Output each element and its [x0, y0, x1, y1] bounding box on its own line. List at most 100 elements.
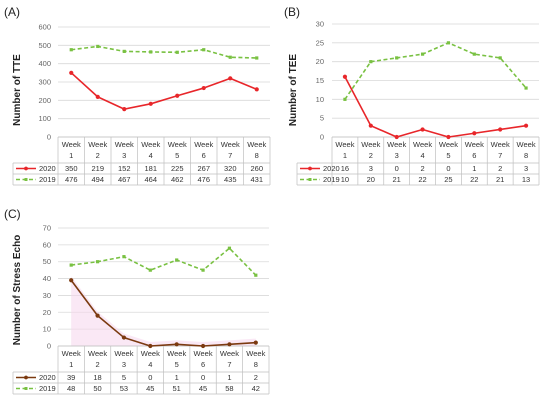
data-point: [122, 49, 126, 53]
legend-label: 2019: [39, 175, 56, 184]
table-cell-value: 50: [93, 384, 101, 393]
data-point: [227, 342, 232, 347]
table-cell-value: 3: [369, 164, 373, 173]
data-point: [254, 87, 259, 92]
legend-label: 2020: [39, 164, 56, 173]
data-point: [121, 335, 127, 340]
data-point: [253, 340, 258, 345]
data-point: [498, 127, 503, 132]
panel-label: (B): [284, 5, 300, 19]
y-tick-label: 20: [316, 57, 324, 66]
table-cell-value: 1: [175, 373, 179, 382]
data-point: [174, 342, 179, 347]
table-cell-value: 350: [65, 164, 78, 173]
table-cell-value: 58: [225, 384, 233, 393]
data-point: [395, 56, 399, 60]
legend-marker: [24, 387, 28, 390]
y-axis-label: Number of TEE: [288, 54, 299, 127]
data-point: [255, 56, 259, 60]
y-tick-label: 70: [43, 224, 51, 233]
series-line-2019: [344, 42, 527, 100]
table-cell-value: 320: [224, 164, 237, 173]
x-category-label: Week 8: [517, 140, 536, 160]
data-point: [369, 60, 373, 64]
table-cell-value: 267: [197, 164, 210, 173]
data-point: [148, 343, 153, 349]
x-category-label: Week 4: [141, 349, 160, 369]
data-point: [148, 101, 153, 106]
table-cell-value: 20: [367, 175, 375, 184]
x-category-label: Week 3: [115, 140, 134, 160]
table-cell-value: 2: [420, 164, 424, 173]
x-category-label: Week 2: [361, 140, 380, 160]
legend-marker: [24, 178, 28, 181]
legend-label: 2020: [323, 164, 340, 173]
x-category-label: Week 6: [465, 140, 484, 160]
data-point: [228, 76, 233, 81]
panel-label: (C): [4, 207, 21, 221]
y-tick-label: 50: [43, 257, 51, 266]
table-cell-value: 53: [120, 384, 128, 393]
table-cell-value: 431: [250, 175, 263, 184]
data-table: Week 1 Week 2 Week 3 Week 4 Week 5 Week 6 Week 7 Week 8…: [296, 136, 540, 186]
data-point: [200, 343, 206, 349]
legend-label: 2019: [39, 384, 56, 393]
y-tick-label: 200: [38, 96, 51, 105]
table-cell-value: 18: [93, 373, 101, 382]
y-tick-label: 60: [43, 240, 51, 249]
data-point: [201, 85, 206, 91]
data-point: [343, 97, 347, 101]
x-category-label: Week 5: [167, 349, 186, 369]
table-cell-value: 25: [444, 175, 452, 184]
table-cell-value: 1: [472, 164, 476, 173]
data-point: [446, 134, 451, 140]
table-cell-value: 51: [173, 384, 181, 393]
table-cell-value: 48: [67, 384, 75, 393]
data-point: [342, 74, 348, 79]
data-point: [227, 246, 232, 250]
data-table: Week 1 Week 2 Week 3 Week 4 Week 5 Week 6 Week 7 Week 8…: [12, 136, 271, 186]
table-cell-value: 5: [122, 373, 126, 382]
x-category-label: Week 6: [194, 140, 213, 160]
series-line-2020: [70, 279, 256, 347]
table-cell-value: 219: [91, 164, 104, 173]
table-cell-value: 225: [171, 164, 184, 173]
data-point: [254, 273, 258, 277]
panel-label: (A): [4, 5, 20, 19]
series-line-2020: [70, 72, 258, 110]
x-category-label: Week 8: [247, 140, 266, 160]
x-category-label: Week 4: [413, 140, 432, 160]
y-tick-label: 25: [316, 38, 324, 47]
legend-marker: [308, 166, 312, 171]
data-point: [69, 278, 74, 283]
data-point: [420, 52, 425, 56]
data-point: [148, 268, 152, 272]
table-cell-value: 0: [395, 164, 399, 173]
data-point: [96, 44, 100, 49]
table-cell-value: 462: [171, 175, 184, 184]
data-point: [95, 313, 100, 318]
table-cell-value: 181: [144, 164, 157, 173]
table-cell-value: 13: [522, 175, 530, 184]
data-point: [175, 50, 179, 54]
table-cell-value: 45: [199, 384, 207, 393]
data-point: [175, 93, 180, 98]
x-category-label: Week 2: [88, 140, 107, 160]
y-tick-label: 20: [43, 308, 51, 317]
x-category-label: Week 2: [88, 349, 107, 369]
table-cell-value: 21: [496, 175, 504, 184]
data-point: [498, 56, 502, 60]
data-point: [472, 52, 476, 56]
data-point: [122, 107, 127, 112]
x-category-label: Week 3: [114, 349, 133, 369]
y-tick-label: 100: [38, 114, 51, 123]
table-cell-value: 0: [148, 373, 152, 382]
series-line-2019: [71, 45, 257, 59]
x-category-label: Week 5: [168, 140, 187, 160]
x-category-label: Week 1: [62, 140, 81, 160]
table-cell-value: 435: [224, 175, 237, 184]
table-cell-value: 476: [197, 175, 210, 184]
y-tick-label: 15: [316, 76, 324, 85]
